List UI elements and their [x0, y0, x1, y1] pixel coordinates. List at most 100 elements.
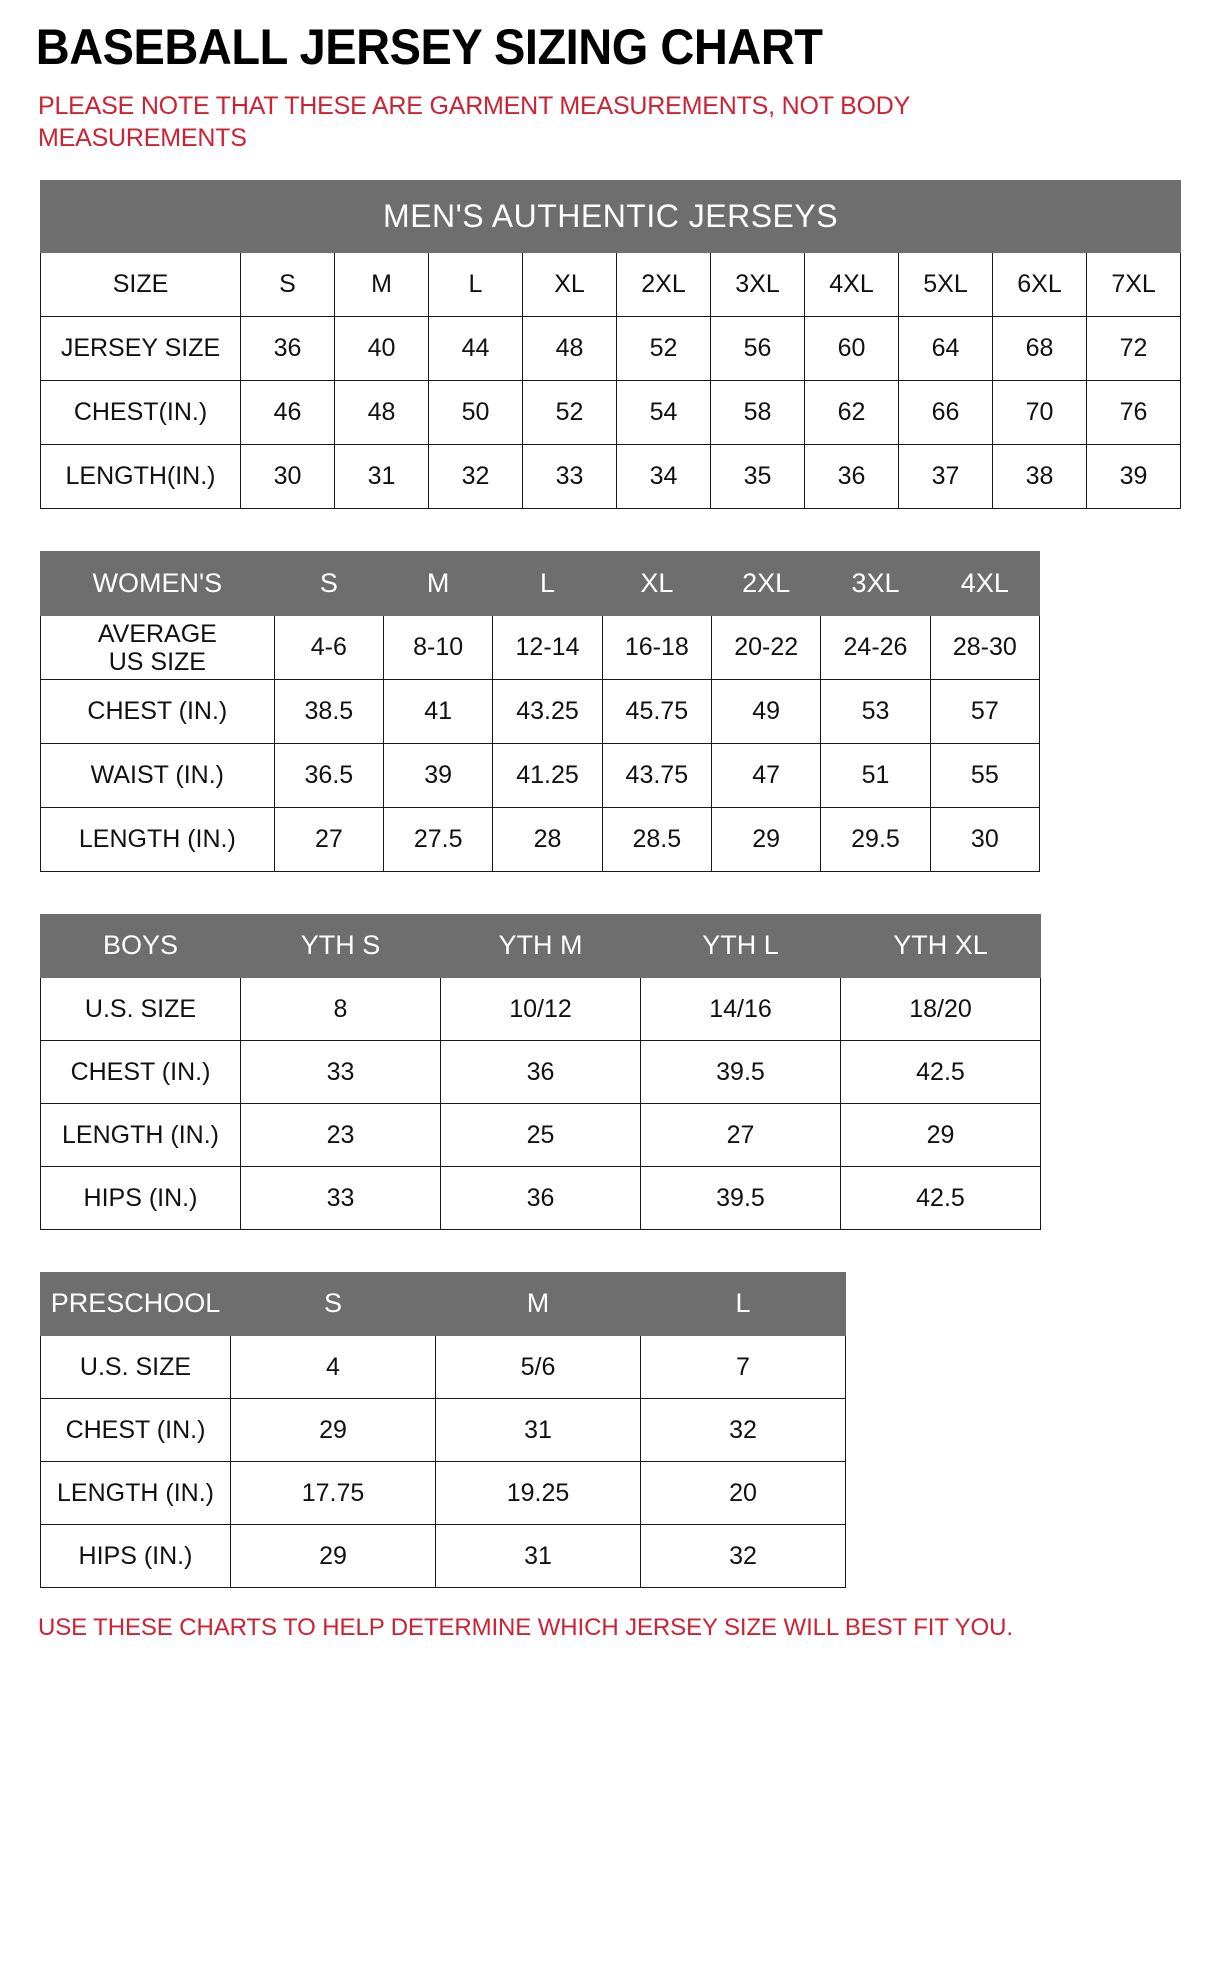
table-row: CHEST(IN.) 46 48 50 52 54 58 62 66 70 76	[40, 380, 1182, 445]
boys-us-size-yth-xl: 18/20	[840, 977, 1041, 1041]
womens-waist-2xl: 47	[710, 743, 822, 808]
preschool-col-header-m: M	[435, 1272, 641, 1336]
table-row: CHEST (IN.) 38.5 41 43.25 45.75 49 53 57	[40, 679, 1041, 744]
mens-row-label-chest: CHEST(IN.)	[40, 380, 241, 445]
mens-jersey-size-3xl: 56	[710, 316, 805, 381]
page-subtitle: PLEASE NOTE THAT THESE ARE GARMENT MEASU…	[38, 92, 910, 152]
preschool-table-header-row: PRESCHOOL S M L	[40, 1272, 846, 1336]
mens-col-header-xl: XL	[522, 252, 617, 317]
boys-table-header-row: BOYS YTH S YTH M YTH L YTH XL	[40, 914, 1041, 978]
table-row: WAIST (IN.) 36.5 39 41.25 43.75 47 51 55	[40, 743, 1041, 808]
boys-col-header-yth-m: YTH M	[440, 914, 641, 978]
page-title: BASEBALL JERSEY SIZING CHART	[35, 19, 823, 75]
womens-chest-xl: 45.75	[601, 679, 713, 744]
womens-us-size-m: 8-10	[383, 615, 494, 680]
womens-chest-2xl: 49	[710, 679, 822, 744]
mens-length-7xl: 39	[1085, 444, 1182, 509]
mens-length-l: 32	[428, 444, 523, 509]
womens-us-size-2xl: 20-22	[710, 615, 822, 680]
preschool-chest-m: 31	[435, 1398, 641, 1462]
mens-length-s: 30	[240, 444, 335, 509]
womens-length-m: 27.5	[383, 807, 494, 872]
mens-jersey-size-5xl: 64	[898, 316, 993, 381]
table-row: CHEST (IN.) 29 31 32	[40, 1398, 846, 1462]
table-row: HIPS (IN.) 33 36 39.5 42.5	[40, 1166, 1041, 1230]
mens-col-header-4xl: 4XL	[804, 252, 899, 317]
preschool-row-label-hips: HIPS (IN.)	[40, 1524, 231, 1588]
mens-jersey-size-2xl: 52	[616, 316, 711, 381]
womens-chest-l: 43.25	[492, 679, 603, 744]
womens-col-header-s: S	[273, 551, 385, 616]
mens-length-6xl: 38	[992, 444, 1087, 509]
mens-row-label-length: LENGTH(IN.)	[40, 444, 241, 509]
table-row: LENGTH (IN.) 27 27.5 28 28.5 29 29.5 30	[40, 807, 1041, 872]
mens-length-m: 31	[334, 444, 429, 509]
mens-col-header-6xl: 6XL	[992, 252, 1087, 317]
womens-chest-3xl: 53	[820, 679, 931, 744]
womens-length-4xl: 30	[929, 807, 1041, 872]
preschool-col-header-s: S	[230, 1272, 436, 1336]
womens-sizing-table: WOMEN'S S M L XL 2XL 3XL 4XL AVERAGE US S…	[40, 551, 1041, 872]
mens-col-header-l: L	[428, 252, 523, 317]
table-row: HIPS (IN.) 29 31 32	[40, 1524, 846, 1588]
mens-col-header-s: S	[240, 252, 335, 317]
mens-col-header-3xl: 3XL	[710, 252, 805, 317]
womens-waist-l: 41.25	[492, 743, 603, 808]
footer-note: USE THESE CHARTS TO HELP DETERMINE WHICH…	[38, 1614, 1013, 1641]
boys-sizing-table: BOYS YTH S YTH M YTH L YTH XL U.S. SIZE …	[40, 914, 1041, 1230]
preschool-us-size-m: 5/6	[435, 1335, 641, 1399]
mens-chest-6xl: 70	[992, 380, 1087, 445]
boys-col-header-yth-l: YTH L	[640, 914, 841, 978]
womens-us-size-4xl: 28-30	[929, 615, 1041, 680]
womens-chest-s: 38.5	[273, 679, 385, 744]
mens-col-header-7xl: 7XL	[1085, 252, 1182, 317]
mens-jersey-size-7xl: 72	[1085, 316, 1182, 381]
boys-col-header-title: BOYS	[40, 914, 241, 978]
boys-hips-yth-l: 39.5	[640, 1166, 841, 1230]
womens-col-header-4xl: 4XL	[929, 551, 1041, 616]
mens-col-header-m: M	[334, 252, 429, 317]
boys-row-label-us-size: U.S. SIZE	[40, 977, 241, 1041]
womens-length-3xl: 29.5	[820, 807, 931, 872]
mens-table-banner-title: MEN'S AUTHENTIC JERSEYS	[39, 180, 1182, 253]
womens-length-s: 27	[273, 807, 385, 872]
boys-row-label-hips: HIPS (IN.)	[40, 1166, 241, 1230]
womens-row-label-average-us-size: AVERAGE US SIZE	[40, 615, 275, 680]
boys-hips-yth-xl: 42.5	[840, 1166, 1041, 1230]
mens-length-5xl: 37	[898, 444, 993, 509]
boys-us-size-yth-m: 10/12	[440, 977, 641, 1041]
boys-hips-yth-m: 36	[440, 1166, 641, 1230]
womens-length-xl: 28.5	[601, 807, 713, 872]
womens-us-size-xl: 16-18	[601, 615, 713, 680]
womens-col-header-l: L	[492, 551, 603, 616]
womens-waist-m: 39	[383, 743, 494, 808]
womens-col-header-m: M	[383, 551, 494, 616]
preschool-row-label-chest: CHEST (IN.)	[40, 1398, 231, 1462]
mens-chest-xl: 52	[522, 380, 617, 445]
mens-chest-5xl: 66	[898, 380, 993, 445]
preschool-hips-l: 32	[640, 1524, 846, 1588]
table-row: U.S. SIZE 8 10/12 14/16 18/20	[40, 977, 1041, 1041]
preschool-chest-l: 32	[640, 1398, 846, 1462]
womens-us-size-3xl: 24-26	[820, 615, 931, 680]
preschool-length-l: 20	[640, 1461, 846, 1525]
boys-length-yth-l: 27	[640, 1103, 841, 1167]
table-row: LENGTH (IN.) 17.75 19.25 20	[40, 1461, 846, 1525]
mens-chest-4xl: 62	[804, 380, 899, 445]
boys-hips-yth-s: 33	[240, 1166, 441, 1230]
mens-jersey-size-l: 44	[428, 316, 523, 381]
preschool-us-size-l: 7	[640, 1335, 846, 1399]
preschool-length-s: 17.75	[230, 1461, 436, 1525]
preschool-chest-s: 29	[230, 1398, 436, 1462]
table-row: U.S. SIZE 4 5/6 7	[40, 1335, 846, 1399]
mens-table-header-row: SIZE S M L XL 2XL 3XL 4XL 5XL 6XL 7XL	[40, 252, 1182, 317]
womens-waist-s: 36.5	[273, 743, 385, 808]
womens-col-header-3xl: 3XL	[820, 551, 931, 616]
boys-chest-yth-m: 36	[440, 1040, 641, 1104]
boys-chest-yth-s: 33	[240, 1040, 441, 1104]
mens-chest-3xl: 58	[710, 380, 805, 445]
boys-us-size-yth-s: 8	[240, 977, 441, 1041]
womens-chest-m: 41	[383, 679, 494, 744]
preschool-row-label-us-size: U.S. SIZE	[40, 1335, 231, 1399]
